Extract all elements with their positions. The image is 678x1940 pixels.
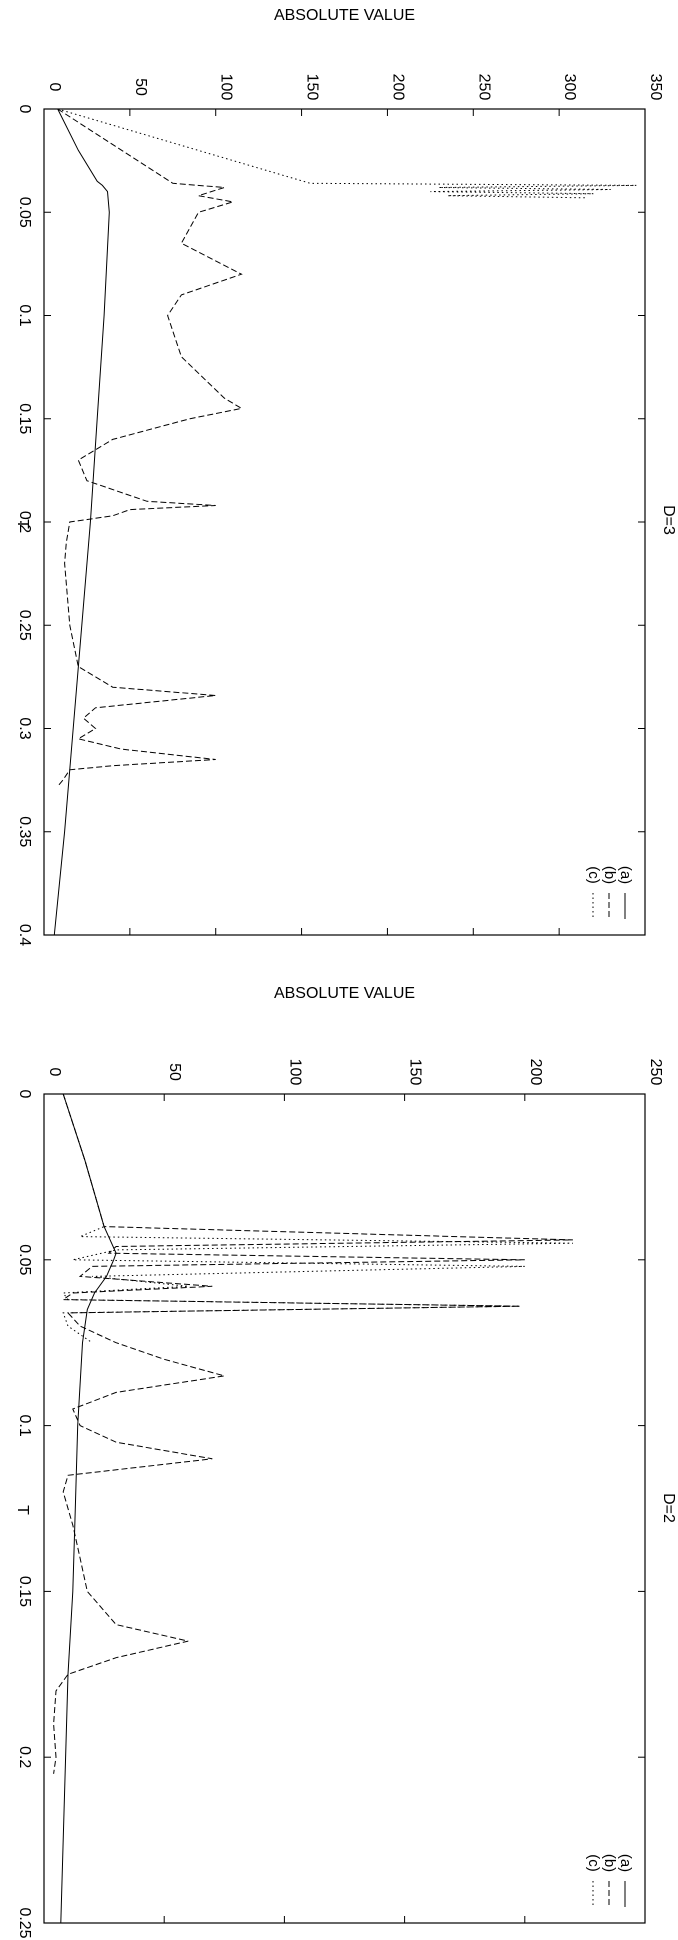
value-tick-label: 0 (46, 1068, 63, 1077)
series-line-a (54, 109, 109, 935)
t-tick-label: 0.2 (16, 1746, 33, 1768)
legend-label: (a) (617, 866, 634, 884)
value-tick-label: 50 (166, 1063, 183, 1081)
value-tick-label: 150 (304, 74, 321, 101)
value-tick-label: 100 (218, 74, 235, 101)
value-tick-label: 350 (647, 74, 664, 101)
t-tick-label: 0.1 (16, 1414, 33, 1436)
t-tick-label: 0 (16, 1090, 33, 1099)
legend-label: (c) (585, 1854, 602, 1872)
legend-label: (b) (601, 1854, 618, 1872)
t-tick-label: 0 (16, 105, 33, 114)
value-axis-title: ABSOLUTE VALUE (274, 985, 415, 1002)
t-axis-title: T (14, 519, 31, 529)
t-tick-label: 0.25 (16, 610, 33, 641)
t-tick-label: 0.1 (16, 304, 33, 326)
value-tick-label: 250 (475, 74, 492, 101)
value-tick-label: 200 (389, 74, 406, 101)
legend-label: (a) (617, 1854, 634, 1872)
value-tick-label: 100 (286, 1059, 303, 1086)
plot-frame (44, 109, 645, 935)
value-tick-label: 200 (527, 1059, 544, 1086)
t-tick-label: 0.15 (16, 1576, 33, 1607)
series-line-c (58, 109, 637, 198)
t-tick-label: 0.4 (16, 924, 33, 946)
value-tick-label: 250 (647, 1059, 664, 1086)
value-tick-label: 50 (132, 78, 149, 96)
panel-title: D=2 (660, 1493, 677, 1523)
panel-title: D=3 (660, 505, 677, 535)
t-axis-title: T (14, 1505, 31, 1515)
series-line-b (54, 1094, 573, 1774)
t-tick-label: 0.35 (16, 816, 33, 847)
t-tick-label: 0.3 (16, 717, 33, 739)
value-axis-title: ABSOLUTE VALUE (274, 7, 415, 24)
plot-frame (44, 1094, 645, 1923)
value-tick-label: 150 (407, 1059, 424, 1086)
series-line-a (61, 1094, 116, 1923)
t-tick-label: 0.05 (16, 1244, 33, 1275)
series-line-b (58, 109, 242, 786)
t-tick-label: 0.05 (16, 197, 33, 228)
t-tick-label: 0.15 (16, 403, 33, 434)
value-tick-label: 0 (46, 83, 63, 92)
legend-label: (b) (601, 866, 618, 884)
t-tick-label: 0.25 (16, 1907, 33, 1938)
value-tick-label: 300 (561, 74, 578, 101)
chart-panel-d2: 0 50 100 150 200 250 0 0.05 0.1 0.15 0.2 0.25 ABSOLU… (14, 985, 677, 1939)
legend-label: (c) (585, 866, 602, 884)
chart-panel-d3: 0 50 100 150 200 250 300 35000.050.10.150.20.25… (14, 7, 677, 946)
